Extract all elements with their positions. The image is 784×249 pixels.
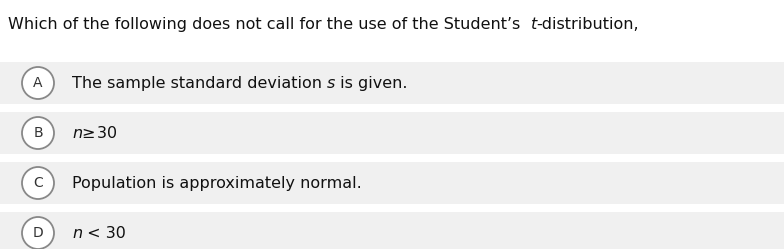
Ellipse shape	[22, 67, 54, 99]
Ellipse shape	[22, 167, 54, 199]
Text: C: C	[33, 176, 43, 190]
Text: A: A	[33, 76, 43, 90]
Text: < 30: < 30	[82, 226, 126, 241]
Text: Population is approximately normal.: Population is approximately normal.	[72, 176, 361, 190]
Text: ≥ 30: ≥ 30	[82, 125, 118, 140]
FancyBboxPatch shape	[0, 62, 784, 104]
Text: is given.: is given.	[336, 75, 408, 90]
Text: The sample standard deviation: The sample standard deviation	[72, 75, 327, 90]
Text: s: s	[327, 75, 336, 90]
FancyBboxPatch shape	[0, 162, 784, 204]
Ellipse shape	[22, 117, 54, 149]
Text: n: n	[72, 125, 82, 140]
Text: B: B	[33, 126, 43, 140]
Text: n: n	[72, 226, 82, 241]
FancyBboxPatch shape	[0, 212, 784, 249]
Text: -distribution,: -distribution,	[537, 16, 640, 32]
Ellipse shape	[22, 217, 54, 249]
Text: D: D	[33, 226, 43, 240]
Text: t: t	[531, 16, 537, 32]
FancyBboxPatch shape	[0, 112, 784, 154]
Text: Which of the following does not call for the use of the Student’s: Which of the following does not call for…	[8, 16, 531, 32]
